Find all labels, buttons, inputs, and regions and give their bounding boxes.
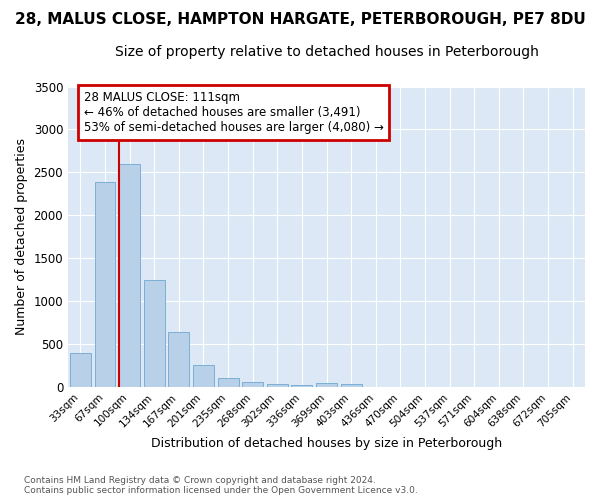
Title: Size of property relative to detached houses in Peterborough: Size of property relative to detached ho… [115,45,538,59]
Bar [218,378,239,387]
Bar [267,384,288,387]
Bar [169,332,189,387]
Bar [119,164,140,387]
Bar [316,382,337,387]
Y-axis label: Number of detached properties: Number of detached properties [15,138,28,336]
Bar [70,354,91,387]
Bar [242,382,263,387]
Bar [144,280,164,387]
Text: 28 MALUS CLOSE: 111sqm
← 46% of detached houses are smaller (3,491)
53% of semi-: 28 MALUS CLOSE: 111sqm ← 46% of detached… [83,91,383,134]
Bar [193,366,214,387]
Bar [95,182,115,387]
X-axis label: Distribution of detached houses by size in Peterborough: Distribution of detached houses by size … [151,437,502,450]
Bar [341,384,362,387]
Bar [292,384,313,387]
Text: Contains HM Land Registry data © Crown copyright and database right 2024.
Contai: Contains HM Land Registry data © Crown c… [24,476,418,495]
Text: 28, MALUS CLOSE, HAMPTON HARGATE, PETERBOROUGH, PE7 8DU: 28, MALUS CLOSE, HAMPTON HARGATE, PETERB… [14,12,586,28]
